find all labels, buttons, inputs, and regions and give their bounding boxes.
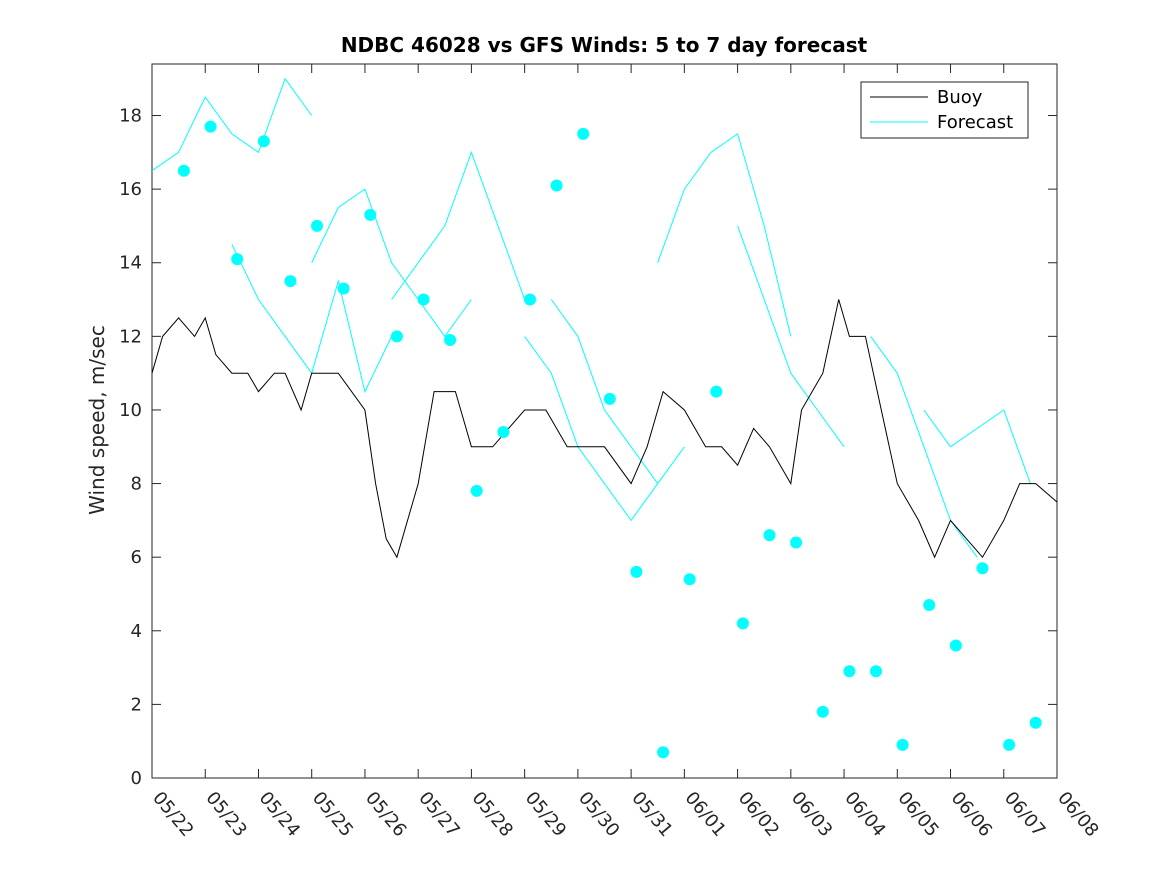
forecast-marker-27: [870, 665, 882, 678]
y-tick-label: 4: [131, 621, 142, 642]
buoy-line: [151, 299, 1058, 559]
y-tick-label: 12: [119, 326, 142, 347]
forecast-marker-29: [923, 599, 936, 611]
legend-box: [860, 81, 1029, 139]
y-tick-label: 14: [119, 253, 142, 274]
y-axis-label: Wind speed, m/sec: [85, 325, 109, 515]
forecast-line-7: [657, 133, 792, 337]
forecast-marker-30: [949, 639, 962, 652]
y-tick-label: 0: [131, 768, 142, 789]
forecast-marker-11: [444, 334, 457, 346]
forecast-marker-17: [603, 392, 616, 405]
plot-area: [151, 63, 1058, 779]
legend: Buoy Forecast: [860, 81, 1029, 139]
forecast-marker-10: [417, 293, 430, 306]
forecast-line-9: [870, 336, 978, 558]
forecast-marker-8: [364, 208, 377, 221]
forecast-marker-20: [683, 573, 696, 586]
y-tick-label: 2: [131, 694, 142, 715]
y-axis-ticks: 0 2 4 6 8 10 12 14 16 18: [119, 106, 1057, 789]
forecast-marker-1: [177, 164, 190, 177]
forecast-marker-2: [204, 120, 217, 133]
forecast-marker-31: [976, 562, 989, 575]
forecast-marker-5: [284, 275, 297, 288]
forecast-markers: [177, 120, 1042, 759]
forecast-marker-9: [390, 330, 403, 343]
forecast-marker-21: [710, 385, 723, 398]
forecast-line-8: [737, 225, 845, 448]
forecast-line-3: [311, 188, 472, 338]
y-tick-label: 10: [119, 400, 142, 421]
forecast-marker-26: [843, 665, 856, 678]
forecast-marker-25: [816, 705, 829, 718]
forecast-marker-28: [896, 738, 909, 751]
legend-buoy-label: Buoy: [937, 87, 983, 108]
y-tick-label: 6: [131, 547, 142, 568]
forecast-line-4: [391, 150, 526, 300]
forecast-marker-12: [470, 484, 483, 497]
forecast-marker-6: [311, 219, 323, 232]
forecast-marker-24: [790, 536, 803, 549]
buoy-series-line: [151, 299, 1058, 559]
legend-forecast-label: Forecast: [937, 112, 1013, 133]
forecast-lines: [151, 77, 1031, 558]
y-tick-label: 8: [131, 474, 142, 495]
forecast-marker-33: [1029, 716, 1042, 729]
forecast-marker-14: [524, 293, 536, 306]
forecast-marker-15: [550, 179, 563, 192]
y-tick-label: 16: [119, 179, 142, 200]
forecast-line-6: [550, 299, 659, 484]
forecast-marker-7: [337, 282, 350, 295]
forecast-line-1: [151, 77, 313, 172]
chart-title: NDBC 46028 vs GFS Winds: 5 to 7 day fore…: [341, 33, 868, 57]
forecast-marker-4: [257, 135, 270, 148]
forecast-marker-19: [657, 746, 670, 759]
forecast-marker-32: [1003, 738, 1016, 751]
forecast-marker-23: [763, 529, 776, 542]
forecast-marker-18: [630, 565, 643, 578]
y-tick-label: 18: [119, 106, 142, 127]
forecast-marker-3: [231, 253, 244, 266]
forecast-marker-16: [577, 127, 590, 140]
forecast-line-10: [923, 409, 1031, 484]
forecast-marker-22: [736, 617, 749, 630]
forecast-marker-13: [497, 426, 510, 438]
